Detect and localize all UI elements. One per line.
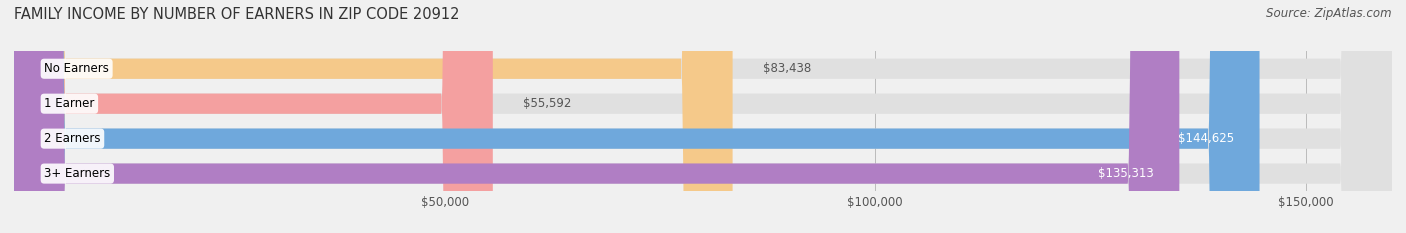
FancyBboxPatch shape — [14, 0, 1392, 233]
Text: 3+ Earners: 3+ Earners — [44, 167, 111, 180]
FancyBboxPatch shape — [14, 0, 1392, 233]
Text: Source: ZipAtlas.com: Source: ZipAtlas.com — [1267, 7, 1392, 20]
FancyBboxPatch shape — [14, 0, 494, 233]
Text: $144,625: $144,625 — [1178, 132, 1233, 145]
FancyBboxPatch shape — [14, 0, 1392, 233]
FancyBboxPatch shape — [14, 0, 1260, 233]
Text: 2 Earners: 2 Earners — [44, 132, 101, 145]
Text: FAMILY INCOME BY NUMBER OF EARNERS IN ZIP CODE 20912: FAMILY INCOME BY NUMBER OF EARNERS IN ZI… — [14, 7, 460, 22]
FancyBboxPatch shape — [14, 0, 1180, 233]
Text: $135,313: $135,313 — [1098, 167, 1153, 180]
FancyBboxPatch shape — [14, 0, 1392, 233]
Text: 1 Earner: 1 Earner — [44, 97, 94, 110]
Text: $55,592: $55,592 — [523, 97, 571, 110]
FancyBboxPatch shape — [14, 0, 733, 233]
Text: No Earners: No Earners — [44, 62, 110, 75]
Text: $83,438: $83,438 — [762, 62, 811, 75]
